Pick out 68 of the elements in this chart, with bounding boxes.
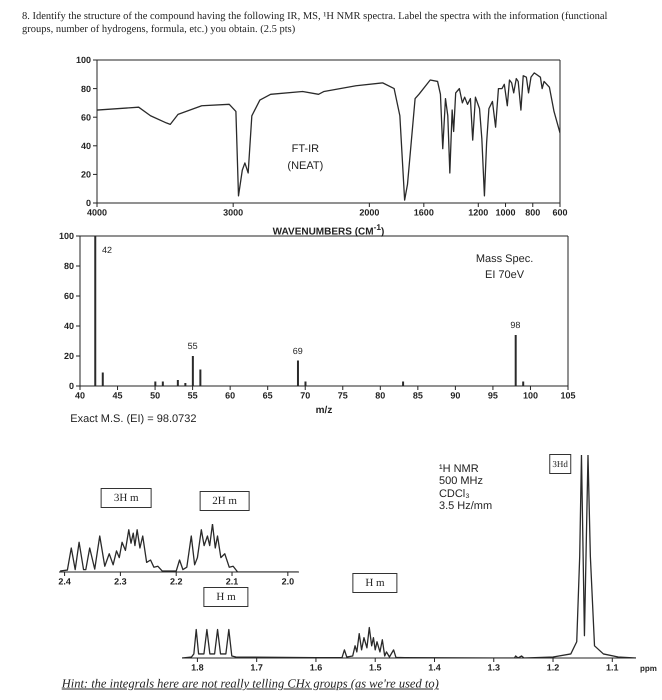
x-tick-label: 1.2 — [546, 662, 560, 672]
x-tick-label: 45 — [112, 390, 123, 400]
x-tick-label: 105 — [560, 390, 576, 400]
y-tick-label: 40 — [80, 140, 91, 151]
x-axis-title: ppm — [640, 664, 657, 673]
x-tick-label: 100 — [522, 390, 538, 400]
annotation: (NEAT) — [287, 160, 324, 172]
annotation: H m — [352, 572, 398, 593]
annotation: ¹H NMR — [438, 463, 479, 476]
x-tick-label: 1200 — [468, 207, 488, 218]
text: 3H m — [100, 488, 152, 508]
text: Hint: the integrals here are not really telling CHx groups (as we're used to) — [62, 676, 439, 692]
y-tick-label: 40 — [64, 321, 74, 332]
x-tick-label: 1.5 — [368, 662, 382, 672]
chart-title: 8. Identify the structure of the compound having the following IR, MS, ¹H NMR spectra. Label the spectra with the information (functional groups, number of hydrogens, formula, etc.) you obtain. (2.5 pts) — [22, 10, 608, 36]
x-tick-label: 90 — [450, 390, 460, 400]
text: Exact M.S. (EI) = 98.0732 — [70, 413, 196, 425]
annotation: 500 MHz — [438, 475, 483, 488]
y-tick-label: 80 — [80, 84, 91, 94]
x-tick-label: 2000 — [359, 207, 380, 218]
x-tick-label: 85 — [412, 390, 423, 400]
x-tick-label: 55 — [188, 390, 198, 400]
x-tick-label: 600 — [552, 207, 568, 218]
x-tick-label: 1.7 — [250, 662, 263, 672]
y-tick-label: 0 — [86, 198, 91, 208]
x-tick-label: 1.8 — [191, 662, 204, 672]
x-tick-label: 50 — [150, 390, 160, 400]
x-tick-label: 60 — [225, 390, 236, 400]
x-tick-label: 2.3 — [114, 576, 127, 586]
y-tick-label: 100 — [76, 55, 91, 66]
annotation: 42 — [102, 245, 112, 255]
annotation: 3Hd — [549, 454, 571, 474]
annotation: CDCl₃ — [438, 488, 470, 500]
y-tick-label: 60 — [64, 291, 74, 302]
x-tick-label: 2.2 — [170, 576, 182, 586]
x-tick-label: 1600 — [414, 207, 434, 218]
x-tick-label: 65 — [262, 390, 273, 400]
x-tick-label: 80 — [375, 390, 386, 400]
x-tick-label: 2.4 — [58, 576, 71, 586]
y-tick-label: 100 — [58, 231, 74, 242]
y-tick-label: 20 — [80, 170, 91, 180]
x-tick-label: 1.6 — [310, 662, 322, 672]
annotation: 98 — [510, 320, 520, 330]
x-tick-label: 1.4 — [428, 662, 441, 672]
x-tick-label: 1.3 — [487, 662, 500, 672]
y-tick-label: 60 — [80, 112, 91, 122]
y-tick-label: 0 — [68, 381, 74, 392]
annotation: 69 — [292, 346, 303, 356]
x-tick-label: 70 — [300, 390, 310, 400]
x-tick-label: 1.1 — [606, 662, 619, 672]
annotation: H m — [203, 587, 249, 608]
x-tick-label: 2.0 — [282, 576, 294, 586]
x-tick-label: 3000 — [223, 207, 244, 218]
x-tick-label: 4000 — [86, 207, 108, 218]
annotation: 2H m — [199, 490, 250, 511]
annotation: FT-IR — [292, 142, 320, 155]
y-tick-label: 20 — [64, 351, 74, 362]
annotation: 55 — [188, 341, 198, 351]
annotation: 3.5 Hz/mm — [438, 500, 492, 512]
x-tick-label: 2.1 — [226, 576, 238, 586]
x-tick-label: 95 — [488, 390, 498, 400]
x-tick-label: 75 — [338, 390, 348, 400]
annotation: Mass Spec. — [476, 252, 534, 264]
x-axis-title: m/z — [316, 405, 332, 416]
x-tick-label: 800 — [525, 207, 540, 218]
y-tick-label: 80 — [64, 261, 74, 272]
x-tick-label: 1000 — [496, 207, 516, 218]
annotation: EI 70eV — [484, 269, 524, 281]
